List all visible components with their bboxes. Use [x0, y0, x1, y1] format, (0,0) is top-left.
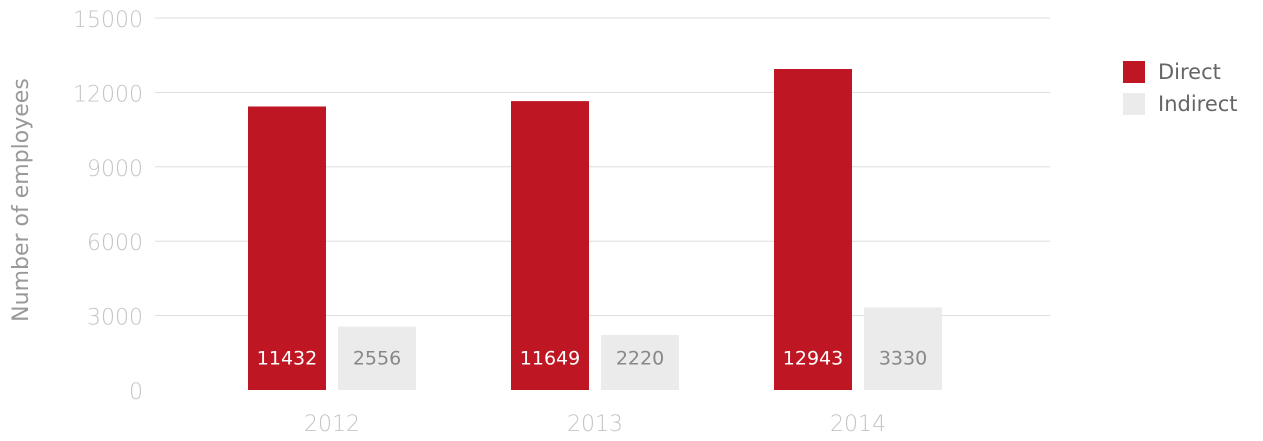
- x-tick-label: 2014: [830, 412, 886, 437]
- bar: [774, 69, 852, 390]
- y-axis-label: Number of employees: [9, 78, 34, 322]
- x-tick-label: 2013: [567, 412, 623, 437]
- y-tick-label: 3000: [87, 306, 143, 331]
- bar: [248, 106, 326, 391]
- y-tick-label: 0: [129, 380, 143, 405]
- x-tick-label: 2012: [304, 412, 360, 437]
- y-tick-label: 15000: [73, 8, 143, 33]
- legend-label: Direct: [1158, 60, 1221, 84]
- y-tick-label: 9000: [87, 157, 143, 182]
- legend-swatch: [1123, 61, 1145, 83]
- bar: [338, 326, 416, 390]
- value-label: 11649: [520, 348, 580, 370]
- y-tick-label: 12000: [73, 82, 143, 107]
- value-label: 3330: [879, 348, 927, 370]
- bar: [511, 101, 589, 390]
- value-label: 2556: [353, 348, 401, 370]
- bar: [864, 307, 942, 390]
- bar: [601, 334, 679, 390]
- value-label: 2220: [616, 348, 664, 370]
- y-tick-label: 6000: [87, 231, 143, 256]
- value-label: 12943: [783, 348, 843, 370]
- legend-swatch: [1123, 93, 1145, 115]
- legend-label: Indirect: [1158, 92, 1238, 116]
- value-label: 11432: [257, 348, 317, 370]
